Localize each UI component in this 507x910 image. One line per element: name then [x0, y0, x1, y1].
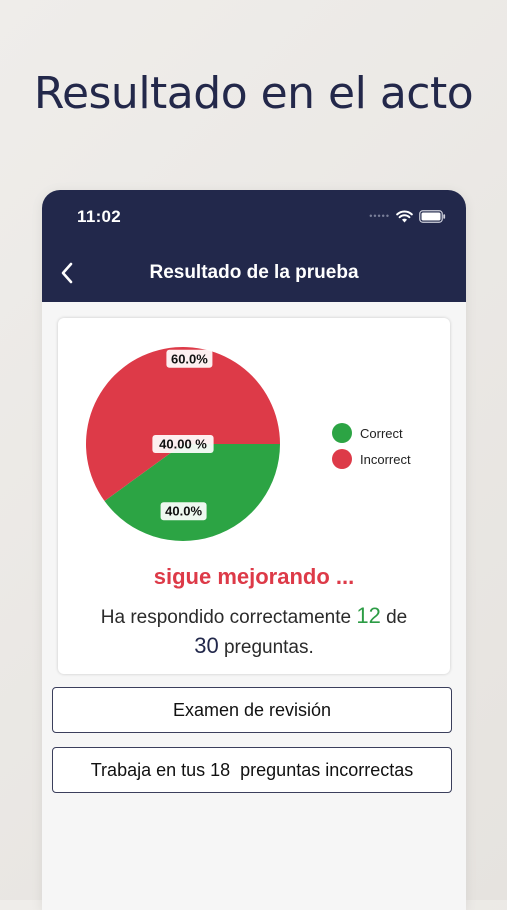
pie-slice-correct	[104, 444, 280, 541]
status-time: 11:02	[77, 207, 122, 226]
review-exam-button[interactable]: Examen de revisión	[52, 687, 452, 733]
data-label-center: 40.00 %	[152, 435, 214, 453]
phone-screen: 11:02 ••••• Resultado de la prueba 60.0%…	[42, 190, 466, 910]
status-icons: •••••	[369, 208, 446, 224]
svg-text:60.0%: 60.0%	[171, 351, 208, 366]
navigation-bar: 11:02 ••••• Resultado de la prueba	[42, 190, 466, 302]
summary-text-end: preguntas.	[218, 637, 314, 658]
summary-text-start: Ha respondido correctamente	[100, 607, 357, 628]
results-pie-chart: 60.0% 40.00 % 40.0%	[85, 346, 280, 541]
wifi-icon	[396, 209, 413, 222]
data-label-incorrect: 60.0%	[166, 349, 213, 368]
signal-dots-icon: •••••	[369, 211, 390, 221]
motivation-message: sigue mejorando ...	[153, 564, 355, 589]
legend-dot-incorrect	[332, 449, 352, 469]
legend-item-correct: Correct	[332, 420, 411, 446]
legend-dot-correct	[332, 423, 352, 443]
total-count: 30	[194, 633, 219, 658]
page-title: Resultado de la prueba	[149, 262, 359, 283]
battery-icon	[419, 209, 446, 223]
data-label-correct: 40.0%	[160, 502, 207, 521]
practice-incorrect-button[interactable]: Trabaja en tus 18 preguntas incorrectas	[52, 747, 452, 793]
svg-text:40.0%: 40.0%	[165, 504, 202, 519]
summary-text-middle: de	[380, 607, 408, 628]
legend-label-correct: Correct	[360, 425, 403, 441]
back-button[interactable]	[56, 258, 80, 288]
score-summary: Ha respondido correctamente 12 de 30 preg…	[78, 602, 430, 662]
chart-legend: Correct Incorrect	[332, 420, 411, 472]
legend-label-incorrect: Incorrect	[360, 451, 411, 467]
result-card: 60.0% 40.00 % 40.0% Correct Incorrect sigu…	[58, 318, 450, 674]
promo-headline: Resultado en el acto	[33, 68, 474, 119]
svg-text:40.00 %: 40.00 %	[159, 437, 207, 452]
legend-item-incorrect: Incorrect	[332, 446, 411, 472]
correct-count: 12	[356, 603, 381, 628]
chevron-left-icon	[61, 262, 73, 284]
pie-slice-incorrect	[85, 346, 280, 502]
